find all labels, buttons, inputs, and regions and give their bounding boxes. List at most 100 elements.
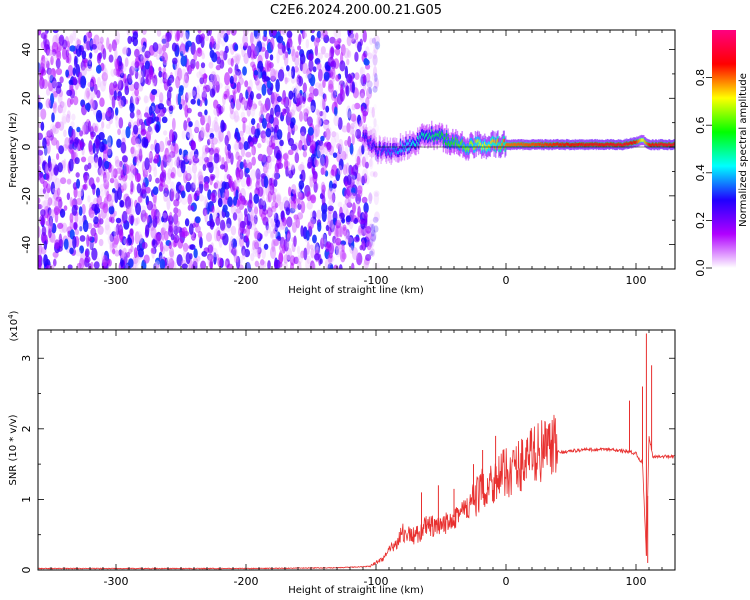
ridge-core xyxy=(602,143,605,147)
heatmap-speckle xyxy=(148,174,152,182)
heatmap-speckle xyxy=(288,205,295,215)
heatmap-speckle xyxy=(371,106,375,118)
heatmap-speckle xyxy=(139,44,146,54)
heatmap-speckle xyxy=(214,43,220,51)
ridge-core xyxy=(471,142,473,146)
heatmap-speckle xyxy=(160,227,167,236)
heatmap-speckle xyxy=(63,129,67,138)
ridge-core xyxy=(616,143,619,147)
heatmap-speckle xyxy=(341,252,347,260)
heatmap-speckle xyxy=(105,123,111,130)
heatmap-speckle xyxy=(69,45,76,52)
ridge-core xyxy=(418,138,420,142)
ridge-core xyxy=(593,142,595,147)
heatmap-speckle xyxy=(116,138,122,148)
heatmap-speckle xyxy=(180,46,185,54)
ridge-core xyxy=(395,146,398,150)
heatmap-speckle xyxy=(223,161,228,173)
ridge-core xyxy=(524,143,527,147)
heatmap-speckle xyxy=(147,174,151,181)
ridge-core xyxy=(587,143,590,147)
heatmap-speckle xyxy=(249,91,254,101)
ridge-core xyxy=(564,143,566,147)
heatmap-speckle xyxy=(327,187,332,200)
heatmap-speckle xyxy=(230,30,237,36)
ridge-core xyxy=(673,142,675,146)
ridge-core xyxy=(586,143,588,147)
heatmap-speckle xyxy=(231,247,237,256)
heatmap-speckle xyxy=(342,226,348,237)
heatmap-speckle xyxy=(286,230,290,241)
heatmap-speckle xyxy=(183,170,188,184)
ridge-core xyxy=(656,143,658,147)
heatmap-speckle xyxy=(120,249,125,260)
spectrogram-y-tick-label: -40 xyxy=(20,236,33,254)
ridge-core xyxy=(396,150,399,154)
heatmap-speckle xyxy=(300,250,305,259)
ridge-core xyxy=(370,146,373,150)
heatmap-speckle xyxy=(349,33,355,43)
heatmap-speckle xyxy=(368,112,375,118)
heatmap-speckle xyxy=(332,90,338,98)
ridge-core xyxy=(437,133,439,137)
heatmap-speckle xyxy=(213,182,219,189)
heatmap-speckle xyxy=(79,225,83,232)
ridge-core xyxy=(643,140,646,144)
ridge-core xyxy=(594,142,597,146)
ridge-core xyxy=(462,146,464,150)
heatmap-speckle xyxy=(251,217,257,226)
heatmap-speckle xyxy=(318,140,324,147)
heatmap-speckle xyxy=(164,72,169,83)
heatmap-speckle xyxy=(232,212,238,221)
heatmap-speckle xyxy=(155,54,160,61)
heatmap-speckle xyxy=(191,232,197,239)
heatmap-speckle xyxy=(84,250,89,258)
heatmap-speckle xyxy=(229,110,236,120)
heatmap-speckle xyxy=(102,67,109,79)
heatmap-speckle xyxy=(247,213,253,222)
heatmap-speckle xyxy=(102,47,107,60)
ridge-core xyxy=(397,151,399,155)
snr-multiplier-label: (x104) xyxy=(7,310,20,341)
ridge-core xyxy=(549,142,551,146)
heatmap-speckle xyxy=(216,230,221,242)
heatmap-speckle xyxy=(368,87,373,95)
heatmap-speckle xyxy=(245,225,251,238)
ridge-core xyxy=(405,139,407,143)
ridge-core xyxy=(464,147,466,151)
heatmap-speckle xyxy=(331,224,336,235)
heatmap-speckle xyxy=(255,80,263,91)
heatmap-speckle xyxy=(124,57,129,68)
heatmap-speckle xyxy=(335,219,342,229)
heatmap-speckle xyxy=(215,125,221,139)
heatmap-speckle xyxy=(136,111,142,121)
heatmap-speckle xyxy=(301,144,308,151)
ridge-core xyxy=(633,140,635,144)
heatmap-speckle xyxy=(250,208,255,222)
heatmap-speckle xyxy=(270,218,275,228)
heatmap-speckle xyxy=(177,92,182,106)
heatmap-speckle xyxy=(166,140,172,146)
ridge-core xyxy=(643,138,645,142)
heatmap-speckle xyxy=(319,258,323,265)
ridge-core xyxy=(445,141,447,146)
ridge-core xyxy=(495,146,497,150)
heatmap-speckle xyxy=(79,130,84,137)
heatmap-speckle xyxy=(56,187,61,197)
heatmap-speckle xyxy=(118,229,123,243)
heatmap-speckle xyxy=(140,209,147,223)
heatmap-speckle xyxy=(44,163,49,174)
heatmap-speckle xyxy=(290,262,294,269)
heatmap-speckle xyxy=(82,219,89,233)
heatmap-speckle xyxy=(209,218,215,230)
heatmap-speckle xyxy=(221,40,226,47)
heatmap-speckle xyxy=(291,221,297,233)
heatmap-speckle xyxy=(287,70,293,77)
heatmap-speckle xyxy=(164,184,169,192)
heatmap-speckle xyxy=(191,163,198,174)
heatmap-speckle xyxy=(75,172,80,178)
heatmap-speckle xyxy=(127,78,133,85)
ridge-core xyxy=(669,143,672,147)
heatmap-speckle xyxy=(202,72,208,84)
heatmap-speckle xyxy=(347,135,352,148)
